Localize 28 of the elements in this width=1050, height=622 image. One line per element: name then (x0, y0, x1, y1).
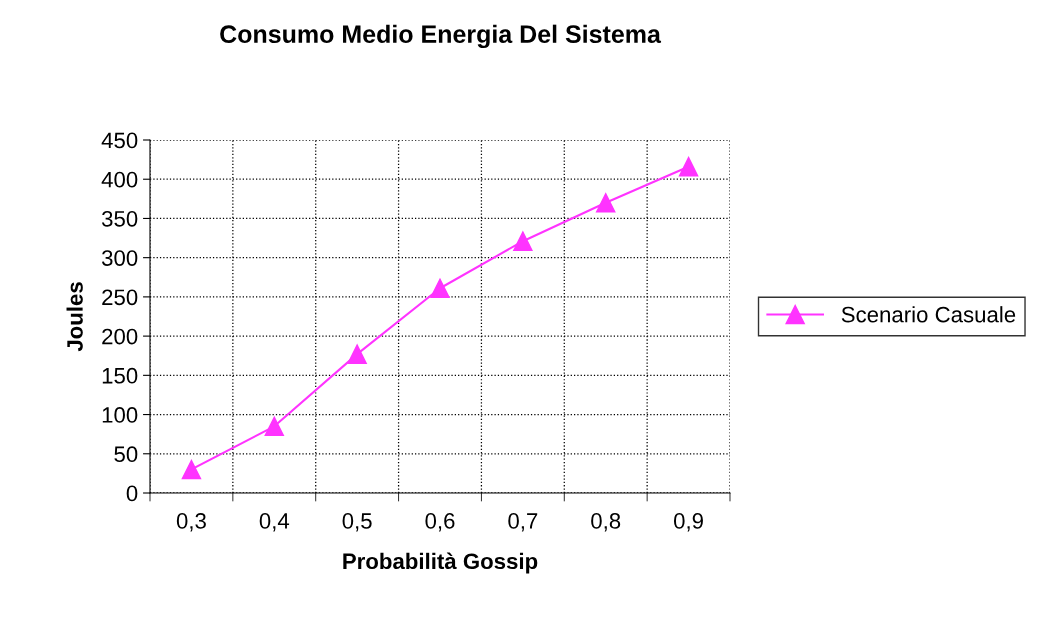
point (181, 459, 202, 480)
point (678, 156, 699, 177)
x-tick-label: 0,7 (508, 513, 538, 532)
point (595, 193, 616, 213)
y-tick-label: 50 (114, 446, 138, 463)
point (347, 344, 367, 364)
x-tick-label: 0,4 (259, 513, 290, 532)
y-tick-label: 0 (126, 485, 138, 502)
point (513, 231, 533, 251)
y-tick-label: 400 (101, 171, 138, 188)
x-axis-title: Probabilità Gossip (343, 552, 538, 574)
y-tick-label: 100 (102, 407, 138, 423)
y-tick-label: 300 (101, 250, 138, 266)
chart-title: Consumo Medio Energia Del Sistema (220, 24, 662, 49)
legend-label: Scenario Casuale (841, 306, 1016, 323)
y-tick-label: 450 (101, 132, 138, 149)
x-tick-label: 0,5 (342, 513, 372, 532)
y-tick-label: 200 (102, 328, 138, 345)
y-axis-title: Joules (66, 282, 83, 352)
point (430, 278, 450, 298)
point (264, 416, 285, 437)
x-tick-label: 0,9 (674, 513, 703, 532)
x-tick-label: 0,3 (176, 513, 206, 532)
y-tick-label: 350 (101, 210, 138, 227)
x-tick-label: 0,6 (425, 513, 455, 532)
x-tick-label: 0,8 (591, 513, 621, 532)
y-tick-label: 150 (102, 367, 138, 384)
y-tick-label: 250 (102, 289, 138, 306)
